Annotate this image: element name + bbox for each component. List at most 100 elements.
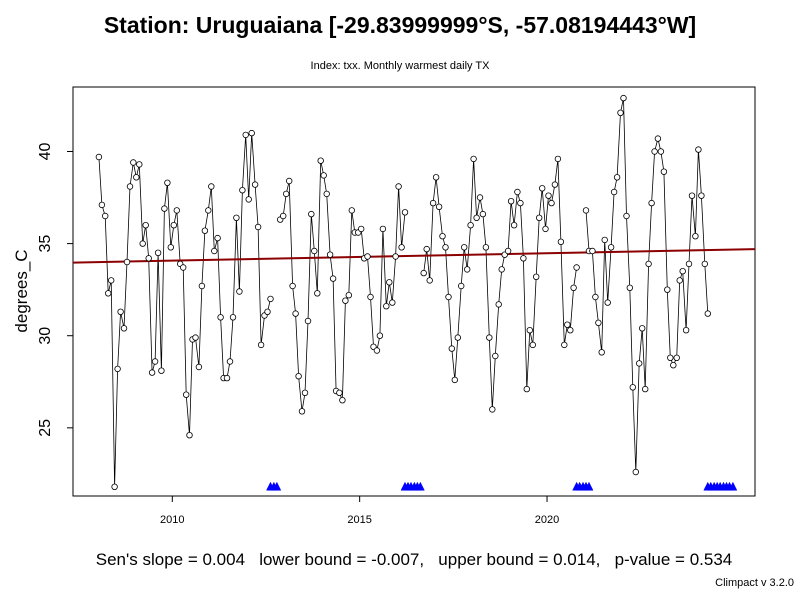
data-point	[448, 345, 455, 352]
data-point	[120, 325, 128, 332]
data-point	[504, 247, 512, 255]
data-point	[401, 209, 409, 216]
data-point	[536, 214, 543, 221]
data-point	[283, 190, 290, 198]
data-point	[130, 159, 137, 166]
data-point	[548, 199, 555, 207]
y-tick-label: 40	[37, 142, 54, 160]
data-point	[626, 284, 633, 291]
data-point	[314, 290, 321, 297]
data-point	[133, 174, 140, 181]
data-point	[667, 354, 674, 361]
data-point	[398, 244, 405, 251]
data-point	[214, 234, 221, 242]
data-point	[445, 293, 452, 301]
data-point	[429, 199, 437, 207]
data-point	[383, 303, 390, 310]
data-point	[495, 301, 502, 308]
data-point	[95, 153, 103, 161]
data-point	[607, 244, 615, 251]
data-point	[420, 269, 427, 277]
data-point	[435, 203, 443, 210]
y-tick-label: 25	[37, 419, 54, 437]
data-point	[664, 286, 671, 293]
data-point	[567, 327, 574, 334]
data-point	[342, 297, 349, 304]
data-point	[358, 225, 365, 233]
data-point	[198, 282, 206, 290]
missing-data-marker	[584, 481, 594, 491]
data-point	[251, 181, 259, 188]
data-point	[98, 201, 106, 209]
version-label: Climpact v 3.2.0	[715, 577, 794, 589]
data-point	[345, 292, 352, 299]
x-tick-label: 2010	[160, 514, 184, 526]
data-point	[554, 155, 562, 163]
data-point	[311, 247, 318, 255]
data-point	[545, 192, 552, 199]
data-point	[704, 310, 711, 317]
data-point	[373, 347, 381, 354]
data-point	[376, 332, 384, 339]
data-point	[308, 210, 315, 218]
missing-data-marker	[415, 481, 425, 491]
data-point	[367, 293, 374, 301]
data-point	[592, 293, 599, 301]
data-point	[107, 277, 115, 284]
data-point	[692, 232, 699, 240]
stats-line: Sen's slope = 0.004 lower bound = -0.007…	[95, 550, 733, 569]
data-point	[589, 247, 596, 255]
data-point	[523, 385, 530, 393]
chart-subtitle: Index: txx. Monthly warmest daily TX	[310, 60, 490, 72]
series-line-segment	[423, 158, 577, 410]
data-point	[645, 260, 652, 268]
data-point	[517, 199, 524, 207]
data-point	[217, 314, 224, 321]
data-point	[170, 221, 177, 229]
data-point	[158, 367, 165, 374]
data-point	[145, 255, 152, 262]
data-point	[136, 161, 143, 168]
data-point	[701, 260, 708, 268]
data-point	[685, 260, 693, 268]
data-point	[205, 207, 212, 214]
data-point	[479, 210, 487, 218]
data-point	[695, 146, 702, 153]
data-point	[236, 288, 243, 295]
data-point	[104, 290, 112, 297]
data-point	[613, 174, 621, 181]
data-point	[245, 196, 252, 203]
data-point	[676, 277, 683, 284]
data-point	[507, 197, 515, 205]
series-line-segment	[585, 98, 709, 473]
data-point	[526, 327, 533, 334]
data-point	[598, 349, 605, 356]
data-point	[570, 284, 577, 291]
x-axis: 2010 2015 2020	[160, 496, 559, 526]
chart-title: Station: Uruguaiana [-29.83999999°S, -57…	[103, 12, 697, 38]
data-point	[182, 391, 190, 398]
data-point	[364, 253, 371, 260]
data-point	[395, 183, 402, 190]
series-layer	[72, 94, 756, 491]
data-point	[242, 131, 249, 139]
data-point	[461, 244, 468, 251]
data-point	[292, 310, 299, 317]
plot-frame	[72, 86, 756, 497]
data-point	[632, 468, 639, 476]
y-tick-label: 30	[37, 327, 54, 345]
y-axis-label: degrees_C	[12, 249, 31, 332]
data-point	[657, 148, 665, 155]
data-point	[229, 314, 237, 321]
data-point	[482, 244, 490, 251]
data-point	[379, 225, 387, 233]
data-point	[389, 299, 396, 306]
data-point	[111, 483, 118, 490]
data-point	[139, 240, 146, 247]
data-point	[248, 129, 255, 137]
data-point	[470, 155, 477, 163]
data-point	[179, 264, 187, 271]
data-point	[226, 358, 234, 365]
data-point	[610, 188, 618, 196]
missing-data-marker	[272, 481, 282, 491]
